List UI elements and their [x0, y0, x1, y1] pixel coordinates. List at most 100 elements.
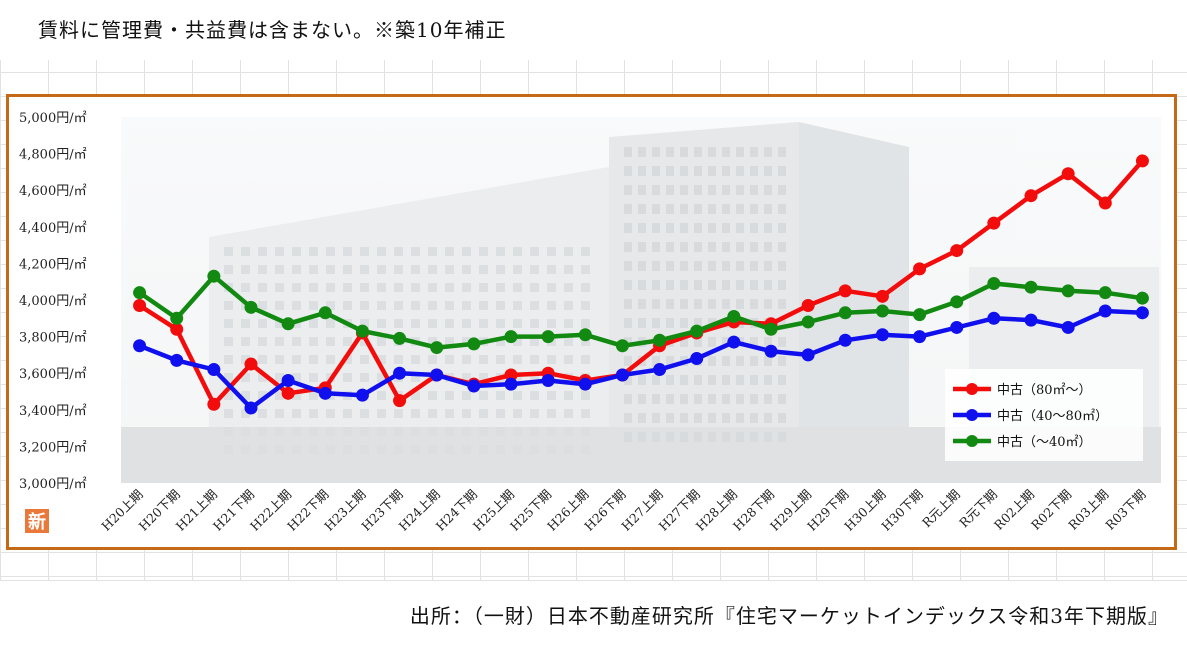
data-point — [1135, 306, 1149, 320]
data-point — [913, 330, 927, 344]
data-point — [281, 374, 295, 388]
data-point — [1098, 196, 1112, 210]
data-point — [467, 337, 481, 351]
data-point — [690, 352, 704, 366]
data-point — [913, 262, 927, 276]
x-tick-label: R02下期 — [1028, 487, 1074, 533]
data-point — [1098, 286, 1112, 300]
x-tick-label: H30下期 — [878, 487, 925, 534]
series-line — [138, 308, 1143, 411]
x-tick-label: R元上期 — [919, 487, 963, 531]
data-point — [615, 339, 629, 353]
data-point — [467, 379, 481, 393]
data-point — [541, 374, 555, 388]
data-point — [690, 324, 704, 338]
data-point — [541, 330, 555, 344]
x-tick-label: R03上期 — [1065, 487, 1111, 533]
data-point — [244, 401, 258, 415]
series-line — [138, 159, 1145, 407]
data-point — [1135, 291, 1149, 305]
data-point — [764, 322, 778, 336]
legend-swatch-marker — [966, 435, 978, 447]
data-point — [430, 368, 444, 382]
chart-frame: 3,000円/㎡ 3,200円/㎡ 3,400円/㎡ 3,600円/㎡ 3,800円/㎡… — [6, 94, 1177, 550]
data-point — [504, 368, 518, 382]
data-point — [393, 366, 407, 380]
legend-label: 中古（40～80㎡） — [997, 409, 1108, 424]
data-point — [207, 269, 221, 283]
data-point — [838, 284, 852, 298]
data-point — [987, 277, 1001, 291]
data-point — [430, 341, 444, 355]
series-2 — [133, 304, 1149, 415]
data-point — [207, 397, 221, 411]
line-chart: 3,000円/㎡ 3,200円/㎡ 3,400円/㎡ 3,600円/㎡ 3,800円/㎡… — [19, 111, 1161, 534]
y-axis: 3,000円/㎡ 3,200円/㎡ 3,400円/㎡ 3,600円/㎡ 3,800円/㎡… — [19, 111, 87, 492]
data-point — [318, 306, 332, 320]
data-point — [133, 298, 147, 312]
data-point — [727, 309, 741, 323]
data-point — [801, 298, 815, 312]
data-point — [281, 386, 295, 400]
data-point — [653, 363, 667, 377]
y-tick-label: 4,400円/㎡ — [19, 221, 87, 236]
data-point — [913, 308, 927, 322]
y-tick-label: 4,200円/㎡ — [19, 257, 87, 272]
data-point — [244, 300, 258, 314]
y-tick-label: 4,600円/㎡ — [19, 184, 87, 199]
data-point — [1098, 304, 1112, 318]
header-area — [0, 0, 1187, 60]
data-point — [1024, 189, 1038, 203]
data-point — [170, 311, 184, 325]
data-point — [393, 394, 407, 408]
y-tick-label: 3,600円/㎡ — [19, 367, 87, 382]
data-point — [987, 216, 1001, 230]
data-point — [244, 357, 258, 371]
data-point — [801, 348, 815, 362]
y-tick-label: 3,000円/㎡ — [19, 477, 87, 492]
data-point — [578, 328, 592, 342]
data-point — [133, 286, 147, 300]
data-point — [987, 311, 1001, 325]
y-tick-label: 3,400円/㎡ — [19, 404, 87, 419]
data-point — [504, 377, 518, 391]
series-3 — [133, 269, 1149, 355]
data-point — [355, 388, 369, 402]
data-point — [801, 315, 815, 329]
data-point — [170, 353, 184, 367]
data-point — [355, 324, 369, 338]
x-tick-label: R02上期 — [991, 487, 1037, 533]
data-point — [207, 363, 221, 377]
legend-swatch-marker — [966, 409, 978, 421]
data-point — [1061, 320, 1075, 334]
data-point — [875, 328, 889, 342]
data-point — [1135, 154, 1149, 168]
legend-swatch-marker — [966, 383, 978, 395]
footer-area — [0, 580, 1187, 651]
data-point — [838, 333, 852, 347]
y-tick-label: 3,200円/㎡ — [19, 440, 87, 455]
data-point — [875, 304, 889, 318]
data-point — [950, 295, 964, 309]
x-axis: H20上期H20下期H21上期H21下期H22上期H22下期H23上期H23下期… — [98, 487, 1148, 534]
data-point — [727, 335, 741, 349]
y-tick-label: 4,000円/㎡ — [19, 294, 87, 309]
data-point — [950, 244, 964, 258]
y-tick-label: 5,000円/㎡ — [19, 111, 87, 126]
series-layer — [133, 154, 1149, 415]
data-point — [133, 339, 147, 353]
source-citation: 出所：（一財）日本不動産研究所『住宅マーケットインデックス令和3年下期版』 — [409, 604, 1169, 628]
data-point — [281, 317, 295, 331]
legend: 中古（80㎡～） 中古（40～80㎡） 中古（～40㎡） — [945, 369, 1143, 461]
data-point — [170, 322, 184, 336]
x-tick-label: R03下期 — [1102, 487, 1148, 533]
data-point — [1024, 280, 1038, 294]
data-point — [1024, 313, 1038, 327]
data-point — [875, 289, 889, 303]
y-tick-label: 3,800円/㎡ — [19, 331, 87, 346]
series-line — [138, 273, 1143, 350]
data-point — [578, 377, 592, 391]
new-badge: 新 — [25, 509, 49, 533]
data-point — [1061, 167, 1075, 181]
data-point — [318, 386, 332, 400]
